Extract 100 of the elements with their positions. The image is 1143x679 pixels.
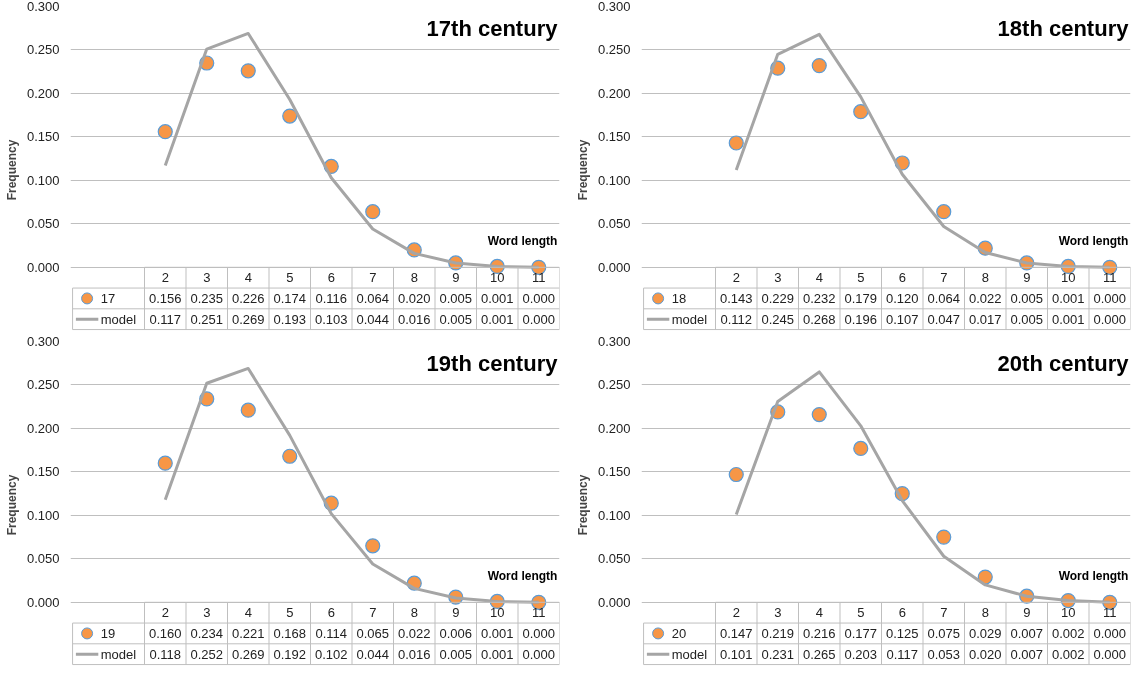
x-tick-label: 2: [732, 270, 740, 286]
data-label: 0.265: [802, 646, 836, 662]
y-tick-label: 0.150: [26, 129, 60, 145]
data-label: 0.216: [802, 625, 836, 641]
data-label: 0.005: [439, 646, 473, 662]
point: [728, 466, 744, 483]
data-label: 0.001: [1051, 290, 1085, 306]
data-label: 0.251: [190, 311, 224, 327]
x-tick-label: 3: [203, 270, 211, 286]
y-tick-label: 0.050: [597, 216, 631, 232]
x-tick-label: 5: [286, 270, 294, 286]
y-tick-label: 0.200: [597, 85, 631, 101]
y-tick-label: 0.000: [26, 594, 60, 610]
x-tick-label: 10: [490, 270, 505, 286]
point: [282, 448, 298, 464]
x-tick-label: 7: [369, 270, 377, 286]
chart-title: 20th century: [997, 350, 1130, 376]
x-axis-title: Word length: [1058, 569, 1129, 584]
data-label: 0.044: [356, 311, 390, 327]
x-tick-label: 11: [532, 270, 546, 286]
x-tick-label: 6: [327, 605, 335, 621]
y-tick-label: 0.000: [597, 259, 631, 275]
y-tick-label: 0.250: [597, 377, 631, 393]
legend-label: 20: [671, 625, 687, 641]
data-label: 0.016: [397, 311, 431, 327]
data-label: 0.234: [190, 625, 224, 641]
y-axis-title: Frequency: [575, 474, 590, 536]
text: 19th century: [426, 350, 559, 376]
x-tick-label: 7: [940, 270, 948, 286]
x-tick-label: 5: [286, 605, 294, 621]
data-label: 0.192: [273, 646, 307, 662]
y-tick-label: 0.250: [597, 42, 631, 58]
data-label: 0.000: [522, 625, 556, 641]
data-label: 0.047: [927, 311, 961, 327]
data-label: 0.064: [927, 290, 961, 306]
x-tick-label: 10: [1061, 605, 1076, 621]
y-tick-label: 0.250: [26, 42, 60, 58]
y-tick-label: 0.150: [597, 129, 631, 145]
y-tick-label: 0.100: [597, 172, 631, 188]
data-label: 0.193: [273, 311, 307, 327]
text: 17th century: [426, 15, 559, 41]
legend-label: model: [671, 646, 708, 662]
data-label: 0.196: [844, 311, 878, 327]
data-label: 0.017: [968, 311, 1002, 327]
x-tick-label: 6: [898, 605, 906, 621]
data-label: 0.232: [802, 290, 836, 306]
x-tick-label: 10: [490, 605, 505, 621]
x-tick-label: 7: [369, 605, 377, 621]
x-tick-label: 11: [532, 605, 546, 621]
point: [365, 204, 381, 220]
data-label: 0.001: [480, 290, 514, 306]
y-tick-label: 0.150: [597, 464, 631, 480]
data-label: 0.245: [761, 311, 795, 327]
data-label: 0.000: [1093, 625, 1127, 641]
data-label: 0.168: [273, 625, 307, 641]
x-tick-label: 2: [161, 605, 169, 621]
y-tick-label: 0.000: [597, 594, 631, 610]
x-tick-label: 8: [410, 605, 418, 621]
point: [365, 538, 381, 554]
x-tick-label: 3: [203, 605, 211, 621]
data-label: 0.000: [1093, 646, 1127, 662]
data-label: 0.001: [480, 646, 514, 662]
data-label: 0.112: [720, 311, 753, 327]
x-tick-label: 8: [981, 270, 989, 286]
y-tick-label: 0.100: [26, 172, 60, 188]
x-axis-title: Word length: [1058, 234, 1129, 249]
data-label: 0.231: [761, 646, 795, 662]
data-label: 0.001: [480, 311, 514, 327]
data-label: 0.022: [968, 290, 1002, 306]
data-label: 0.007: [1010, 646, 1044, 662]
legend-label: model: [100, 646, 137, 662]
y-tick-label: 0.250: [26, 377, 60, 393]
point: [853, 440, 869, 457]
x-tick-label: 11: [1103, 270, 1117, 286]
point: [240, 63, 256, 79]
y-tick-label: 0.200: [597, 420, 631, 436]
y-tick-label: 0.100: [26, 507, 60, 523]
data-label: 0.005: [1010, 290, 1044, 306]
data-label: 0.020: [968, 646, 1002, 662]
data-label: 0.120: [885, 290, 919, 306]
y-tick-label: 0.050: [26, 551, 60, 567]
y-axis-title: Frequency: [4, 474, 19, 536]
data-label: 0.219: [761, 625, 795, 641]
data-label: 0.103: [314, 311, 348, 327]
data-label: 0.005: [439, 311, 473, 327]
x-tick-label: 6: [898, 270, 906, 286]
x-tick-label: 4: [815, 605, 823, 621]
data-label: 0.000: [522, 290, 556, 306]
y-tick-label: 0.100: [597, 507, 631, 523]
data-label: 0.174: [273, 290, 307, 306]
point: [240, 402, 256, 418]
legend-label: model: [671, 311, 708, 327]
data-label: 0.001: [480, 625, 514, 641]
x-tick-label: 11: [1103, 605, 1117, 621]
point: [728, 135, 744, 151]
legend-label: 18: [671, 290, 687, 306]
x-tick-label: 4: [244, 605, 252, 621]
x-tick-label: 5: [857, 605, 865, 621]
data-label: 0.020: [397, 290, 431, 306]
data-label: 0.160: [148, 625, 182, 641]
